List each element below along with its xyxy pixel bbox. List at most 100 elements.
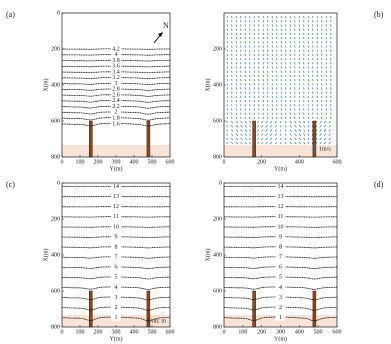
vector: [235, 15, 237, 19]
vector: [280, 62, 282, 65]
vector: [249, 95, 251, 99]
vector: [298, 45, 300, 48]
vector: [249, 28, 251, 31]
vector: [267, 49, 269, 52]
vector: [231, 28, 233, 31]
contour-line: [61, 286, 170, 290]
vector: [231, 108, 233, 111]
vector: [307, 20, 309, 23]
vector: [321, 62, 323, 65]
vector: [249, 70, 251, 73]
contour-label: 3.2: [112, 75, 120, 81]
vector: [235, 20, 237, 23]
vector: [307, 95, 309, 99]
vector: [258, 87, 260, 90]
vector: [289, 41, 291, 44]
x-tick-label: 400: [295, 329, 304, 335]
vector: [258, 45, 260, 48]
vector: [271, 24, 273, 27]
vector: [249, 32, 251, 36]
vector: [231, 104, 233, 107]
vector: [330, 62, 332, 65]
vector: [298, 99, 300, 103]
vector: [289, 87, 291, 90]
vector: [262, 49, 264, 52]
vector: [298, 15, 300, 19]
vector: [330, 41, 332, 44]
vector: [226, 104, 228, 107]
vector: [226, 24, 228, 27]
vector: [289, 24, 291, 27]
vector: [231, 95, 233, 99]
vector: [316, 83, 318, 86]
vector: [298, 78, 300, 82]
contour-label-bg: [111, 284, 121, 291]
y-tick-label: 400: [213, 82, 222, 88]
vector: [244, 129, 248, 132]
x-tick-label: 500: [314, 329, 323, 335]
vector: [307, 36, 309, 40]
contour-label: 13: [278, 194, 284, 200]
contour-label: 3: [115, 81, 118, 87]
vector: [244, 108, 246, 111]
vector: [267, 36, 269, 40]
vector: [325, 49, 327, 52]
vector: [261, 120, 264, 124]
contour-line: [62, 65, 170, 68]
vector: [280, 41, 282, 44]
vector: [226, 53, 228, 57]
vector: [303, 45, 305, 48]
vector: [276, 99, 278, 103]
vector: [325, 36, 327, 40]
vector: [253, 36, 255, 40]
breakwater: [252, 120, 256, 158]
contour-label-bg: [111, 254, 121, 261]
vector: [330, 95, 332, 99]
vector: [294, 112, 296, 115]
vector: [235, 24, 237, 27]
vector: [240, 57, 242, 61]
vector: [231, 87, 233, 90]
shore: [224, 145, 337, 157]
x-tick-label: 400: [130, 329, 139, 335]
vector: [325, 108, 327, 111]
vector: [253, 108, 255, 111]
contour-label-bg: [275, 193, 286, 200]
vector: [285, 28, 287, 31]
vector: [289, 137, 292, 141]
vector: [231, 129, 233, 132]
vector: [267, 20, 269, 23]
contour-label: 2.8: [112, 87, 120, 93]
contour-line: [62, 77, 170, 80]
vector: [312, 45, 314, 48]
vector: [267, 70, 269, 73]
vector: [321, 91, 323, 94]
vector: [226, 41, 228, 44]
contour-label: 12: [113, 204, 119, 210]
vector: [325, 91, 327, 94]
vector: [280, 32, 282, 36]
contour-label-bg: [111, 264, 121, 271]
vector: [325, 57, 327, 61]
vector: [231, 15, 233, 19]
vector: [316, 87, 318, 90]
vector: [271, 83, 273, 86]
vector: [274, 120, 277, 124]
vector: [285, 36, 287, 40]
vector: [294, 133, 297, 137]
vector: [240, 36, 242, 40]
vector: [307, 83, 309, 86]
vector: [280, 15, 282, 19]
vector: [298, 124, 302, 128]
vector: [257, 120, 259, 124]
vector: [231, 116, 233, 120]
vector: [316, 28, 318, 31]
vector: [307, 28, 309, 31]
contour-label: 3.4: [112, 69, 120, 75]
vector: [321, 24, 323, 27]
vector: [325, 45, 327, 48]
vector: [289, 15, 291, 19]
vector: [323, 141, 327, 145]
vector: [244, 24, 246, 27]
vector: [226, 57, 228, 61]
